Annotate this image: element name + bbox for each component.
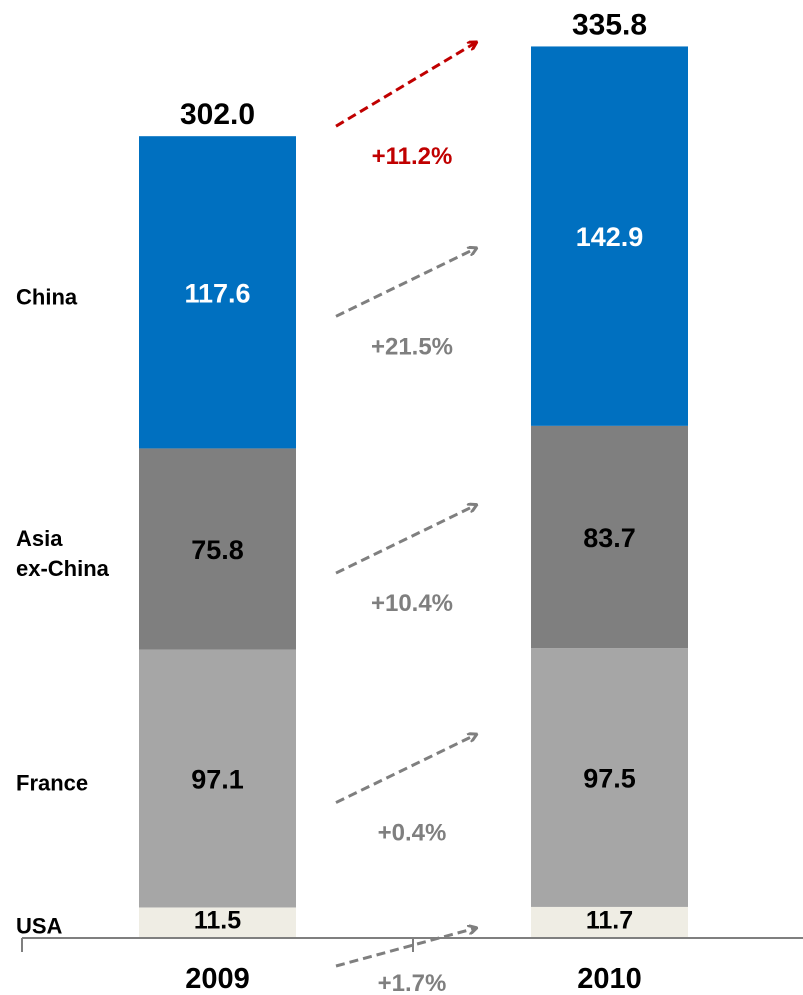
- total-label-2009: 302.0: [180, 98, 255, 131]
- value-label-usa-2010: 11.7: [586, 906, 633, 934]
- series-label-france: France: [16, 771, 88, 796]
- growth-label-usa: +1.7%: [378, 970, 447, 995]
- bar-segment-china-2010: [531, 46, 688, 426]
- series-label-asia-ex-china-line-2: ex-China: [16, 556, 110, 581]
- series-label-usa: USA: [16, 914, 63, 939]
- value-label-asia-ex-china-2010: 83.7: [583, 523, 636, 553]
- growth-label-asia-ex-china: +10.4%: [371, 590, 453, 617]
- value-label-france-2010: 97.5: [583, 764, 636, 794]
- total-label-2010: 335.8: [572, 8, 647, 41]
- value-label-china-2009: 117.6: [184, 278, 250, 308]
- value-label-asia-ex-china-2009: 75.8: [191, 535, 244, 565]
- growth-arrow-total: [335, 42, 476, 128]
- growth-label-france: +0.4%: [378, 820, 447, 847]
- bar-segment-usa-2009: [139, 907, 296, 938]
- bar-segment-china-2009: [139, 136, 296, 449]
- bar-segment-usa-2010: [531, 906, 688, 938]
- x-axis: [21, 937, 803, 952]
- value-label-china-2010: 142.9: [576, 222, 644, 252]
- growth-arrow-china: [335, 248, 476, 318]
- labels-layer: 11.5 97.1 75.8 117.6 302.0 2009 11.7 97.5 83.7 14…: [16, 8, 647, 995]
- series-label-china: China: [16, 284, 78, 309]
- growth-arrow-france: [335, 735, 476, 804]
- value-label-usa-2009: 11.5: [194, 907, 241, 935]
- growth-arrow-usa: [335, 928, 476, 968]
- growth-label-china: +21.5%: [371, 333, 453, 360]
- bar-segment-asia-ex-china-2010: [531, 425, 688, 649]
- x-tick-label-2009: 2009: [185, 963, 250, 995]
- x-tick-label-2010: 2010: [577, 963, 642, 995]
- growth-arrows-layer: [335, 42, 476, 968]
- bars-layer: [139, 46, 688, 938]
- growth-arrow-asia-ex-china: [335, 505, 476, 575]
- value-label-france-2009: 97.1: [191, 765, 244, 795]
- series-label-asia-ex-china-line-1: Asia: [16, 526, 63, 551]
- growth-label-total: +11.2%: [372, 143, 453, 170]
- bar-segment-france-2010: [531, 648, 688, 907]
- bar-segment-france-2009: [139, 649, 296, 908]
- bar-segment-asia-ex-china-2009: [139, 448, 296, 650]
